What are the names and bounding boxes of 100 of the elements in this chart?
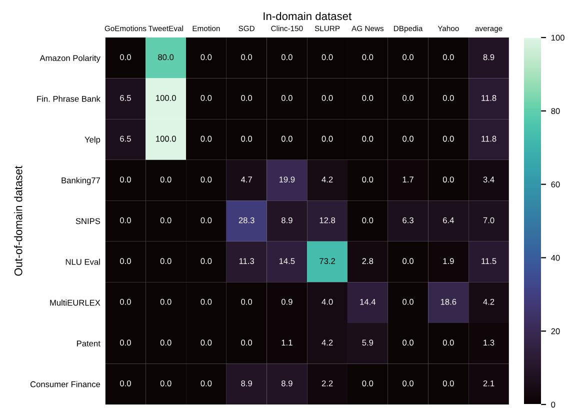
data-label: 4.0 (322, 298, 333, 305)
data-label: 1.7 (402, 176, 414, 182)
y-tick-label: NLU Eval (66, 258, 100, 265)
y-tick-label: SNIPS (76, 218, 100, 224)
data-label: 0.9 (281, 298, 292, 305)
data-label: 4.7 (240, 176, 252, 182)
data-label: 0.0 (160, 380, 172, 386)
data-label: 6.4 (443, 217, 454, 224)
data-label: 0.0 (442, 380, 454, 386)
data-label: 0.0 (200, 380, 212, 386)
y-tick-label: Consumer Finance (30, 381, 100, 388)
y-tick-label: Amazon Polarity (40, 54, 100, 63)
data-label: 8.9 (282, 217, 292, 224)
data-label: 0.0 (322, 95, 333, 101)
data-label: 0.0 (362, 95, 374, 101)
data-label: 0.0 (362, 136, 374, 142)
data-label: 0.0 (402, 340, 414, 346)
data-label: 8.9 (282, 380, 292, 386)
data-label: 100.0 (156, 136, 176, 142)
data-label: 0.0 (281, 95, 292, 101)
data-label: 0.0 (281, 136, 292, 142)
data-label: 0.0 (402, 298, 414, 305)
y-tick-label: Banking77 (62, 177, 100, 185)
data-label: 0.0 (402, 380, 414, 386)
data-label: 0.0 (200, 54, 212, 60)
data-label: 14.4 (360, 298, 376, 305)
data-label: 0.0 (402, 136, 414, 142)
data-label: 11.3 (239, 258, 254, 264)
data-label: 0.0 (120, 54, 131, 60)
data-label: 6.5 (120, 136, 131, 142)
data-label: 100.0 (156, 95, 176, 101)
data-label: 0.0 (442, 340, 454, 346)
data-label: 0.0 (281, 54, 292, 60)
data-label: 0.0 (241, 298, 252, 305)
data-label: 0.0 (120, 380, 131, 386)
data-label: 0.0 (120, 340, 131, 346)
data-label: 80.0 (158, 54, 174, 60)
data-label: 0.0 (362, 217, 374, 224)
data-label: 3.4 (483, 176, 494, 182)
color-bar-label: 100 (551, 34, 564, 41)
data-label: 0.0 (160, 258, 172, 264)
y-tick-label: MultiEURLEX (50, 300, 100, 306)
data-label: 0.0 (160, 340, 172, 346)
y-tick-label: Patent (77, 340, 100, 346)
color-bar-label: 0 (551, 402, 556, 408)
data-label: 0.0 (200, 340, 212, 346)
color-bar-label: 80 (551, 108, 560, 114)
data-label: 12.8 (320, 217, 336, 224)
data-label: 2.2 (322, 380, 333, 386)
data-label: 0.0 (362, 54, 374, 60)
data-label: 6.5 (120, 95, 131, 101)
data-label: 2.1 (483, 380, 494, 386)
data-label: 8.9 (483, 54, 494, 60)
y-tick-label: Yelp (84, 136, 100, 144)
data-label: 0.0 (402, 54, 414, 60)
color-bar-label: 40 (551, 254, 560, 261)
data-label: 0.0 (322, 136, 333, 142)
data-label: 4.2 (483, 298, 494, 305)
data-label: 0.0 (160, 298, 172, 305)
data-label: 0.0 (200, 95, 212, 101)
data-label: 0.0 (442, 95, 454, 101)
data-label: 1.9 (443, 258, 454, 264)
data-label: 19.9 (279, 176, 295, 182)
data-label: 0.0 (241, 340, 252, 346)
data-label: 73.2 (320, 258, 335, 264)
data-label: 0.0 (200, 258, 212, 264)
data-label: 11.8 (482, 95, 496, 101)
y-tick-label: Fin. Phrase Bank (37, 96, 100, 102)
data-label: 8.9 (241, 380, 252, 386)
data-label: 6.3 (402, 217, 414, 224)
data-label: 0.0 (362, 176, 374, 182)
data-label: 14.5 (279, 258, 295, 264)
data-label: 0.0 (241, 95, 252, 101)
data-label: 28.3 (238, 217, 254, 224)
data-label: 0.0 (120, 258, 131, 264)
data-label: 0.0 (442, 136, 454, 142)
data-label: 0.0 (200, 298, 212, 305)
data-label: 0.0 (160, 217, 172, 224)
data-label: 0.0 (442, 54, 454, 60)
data-label: 7.0 (483, 217, 494, 224)
data-label: 0.0 (362, 380, 374, 386)
data-label: 11.8 (482, 136, 496, 142)
data-label: 18.6 (440, 298, 456, 305)
x-axis-title: In-domain dataset (264, 12, 352, 20)
data-label: 0.0 (241, 136, 252, 142)
data-label: 0.0 (160, 176, 172, 182)
data-label: 0.0 (402, 95, 414, 101)
data-label: 11.5 (482, 258, 496, 264)
data-label: 4.2 (322, 340, 333, 346)
data-label: 2.8 (362, 258, 374, 264)
data-label: 0.0 (402, 258, 414, 264)
data-label: 0.0 (120, 176, 131, 182)
data-label: 0.0 (442, 176, 454, 182)
data-label: 4.2 (322, 176, 333, 182)
data-label: 0.0 (241, 54, 252, 60)
data-label: 0.0 (322, 54, 333, 60)
data-label: 0.0 (200, 217, 212, 224)
color-bar-label: 20 (551, 328, 560, 334)
data-label: 1.1 (282, 340, 292, 346)
data-label: 0.0 (120, 298, 131, 305)
